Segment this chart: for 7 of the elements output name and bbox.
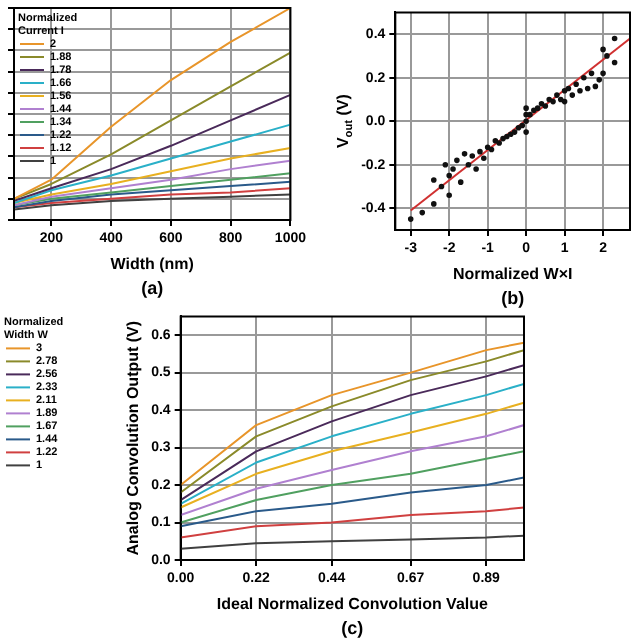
text: (c) <box>341 617 364 638</box>
text: (b) <box>501 287 525 308</box>
x-axis-title: Normalized W×I <box>452 264 573 283</box>
x-axis-title: Ideal Normalized Convolution Value <box>216 594 490 613</box>
text: (a) <box>141 277 164 298</box>
y-axis-title: Analog Convolution Output (V) <box>124 320 143 556</box>
x-axis-title: Width (nm) <box>110 254 195 273</box>
